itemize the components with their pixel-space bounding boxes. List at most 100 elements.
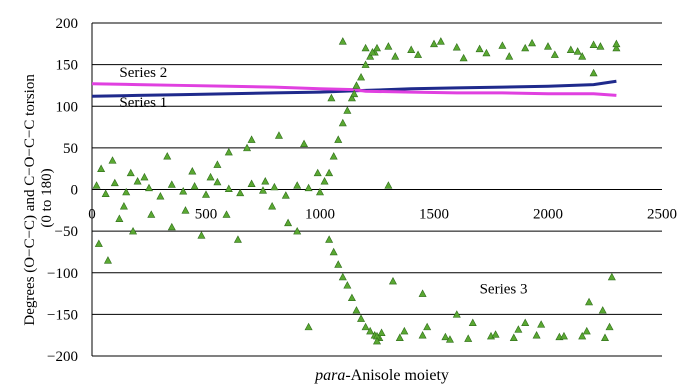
- series-3-point: [377, 328, 386, 336]
- series-3-point: [598, 306, 607, 314]
- x-tick-label: 0: [88, 207, 96, 223]
- series-3-point: [92, 181, 101, 189]
- series-3-point: [103, 256, 112, 264]
- series-3-point: [505, 52, 514, 60]
- x-axis-label: para-Anisole moiety: [314, 367, 449, 384]
- series-3-point: [482, 48, 491, 57]
- series-3-point: [188, 167, 197, 175]
- series-3-point: [418, 331, 427, 339]
- series-3-point: [361, 60, 370, 68]
- series-3-point: [274, 131, 283, 139]
- series-3-point: [338, 272, 347, 281]
- series-3-point: [163, 152, 172, 160]
- annotations: Series 2 Series 1 Series 3: [119, 65, 527, 297]
- series-3-point: [372, 43, 382, 52]
- y-tick-label: 150: [56, 58, 79, 74]
- series-3-point: [268, 202, 277, 210]
- series-3-point: [418, 289, 427, 297]
- series-3-point: [429, 39, 439, 48]
- series-3-point: [233, 235, 242, 243]
- series-3-point: [582, 326, 591, 335]
- series-3-point: [550, 50, 559, 58]
- y-tick-label: 0: [71, 183, 79, 199]
- series-3-point: [528, 38, 537, 47]
- series-3-point: [224, 147, 233, 156]
- series-3-point: [110, 178, 119, 187]
- series-3-point: [147, 210, 156, 218]
- series-3-point: [468, 318, 477, 326]
- y-tick-labels: −200 −150 −100 −50 0 50 100 150 200: [47, 16, 78, 365]
- x-axis-label-text: -Anisole moiety: [345, 367, 449, 384]
- series-3-point: [578, 52, 587, 60]
- series-3-point: [459, 53, 468, 62]
- series-3-point: [566, 45, 575, 53]
- series-3-point: [334, 135, 343, 143]
- series-3-point: [224, 184, 233, 192]
- series-3-point: [452, 310, 461, 318]
- series-3-point: [213, 177, 222, 186]
- gridlines: [92, 22, 662, 357]
- series-3-point: [129, 226, 138, 235]
- series-3-point: [441, 332, 450, 341]
- series-3-point: [325, 168, 334, 177]
- series-3-point: [589, 68, 598, 77]
- series-3-point: [423, 322, 432, 331]
- series-3-point: [384, 181, 393, 189]
- series-3-point: [247, 179, 256, 187]
- series-3-point: [119, 202, 128, 210]
- x-tick-label: 500: [195, 207, 218, 223]
- series-layer: [91, 37, 621, 345]
- series-3-point: [293, 181, 302, 189]
- series-3-point: [559, 331, 568, 340]
- annotation-label: Series 3: [480, 282, 528, 298]
- series-3-point: [352, 306, 361, 314]
- series-3-point: [436, 37, 445, 45]
- series-3-point: [115, 214, 124, 222]
- series-3-point: [372, 336, 382, 345]
- y-tick-label: −50: [55, 224, 78, 240]
- series-3-point: [491, 330, 500, 338]
- series-3-point: [361, 322, 370, 331]
- y-tick-label: −150: [47, 307, 78, 323]
- series-3-point: [366, 52, 375, 60]
- series-3-point: [395, 333, 404, 341]
- series-3-point: [190, 182, 199, 190]
- x-axis-label-italic: para: [314, 367, 345, 384]
- series-3-point: [475, 44, 484, 53]
- y-axis-label: Degrees (O−C−C) and C−O−C−C torsion (0 t…: [22, 70, 55, 325]
- series-3-point: [270, 182, 279, 191]
- series-3-point: [357, 72, 366, 81]
- series-3-point: [338, 37, 347, 45]
- series-3-point: [589, 40, 598, 48]
- series-3-point: [350, 89, 359, 98]
- y-tick-label: −200: [47, 349, 78, 365]
- series-3-point: [133, 177, 142, 185]
- series-3-point: [94, 239, 103, 247]
- series-3-point: [293, 226, 302, 235]
- series-3-point: [361, 43, 370, 52]
- series-3-point: [343, 106, 352, 114]
- series-3-point: [181, 206, 190, 214]
- series-3-point: [197, 231, 206, 239]
- series-3-point: [247, 135, 256, 143]
- series-3-point: [320, 177, 329, 185]
- series-3-point: [338, 118, 347, 127]
- annotation-label: Series 1: [119, 95, 167, 111]
- series-3-point: [304, 183, 313, 192]
- series-3-point: [222, 210, 231, 218]
- series-3-point: [414, 50, 423, 58]
- x-tick-label: 2500: [647, 207, 677, 223]
- series-3-point: [140, 172, 149, 181]
- series-3-point: [261, 177, 270, 185]
- series-3-point: [605, 322, 614, 331]
- y-tick-label: −100: [47, 266, 78, 282]
- series-3-point: [327, 93, 336, 102]
- series-3-point: [532, 331, 541, 339]
- series-3-point: [543, 42, 553, 50]
- series-3-point: [281, 191, 290, 199]
- x-tick-label: 1000: [305, 207, 335, 223]
- series-3-point: [329, 152, 338, 160]
- series-3-point: [201, 190, 211, 198]
- series-3-point: [607, 272, 616, 281]
- series-3-point: [596, 42, 605, 50]
